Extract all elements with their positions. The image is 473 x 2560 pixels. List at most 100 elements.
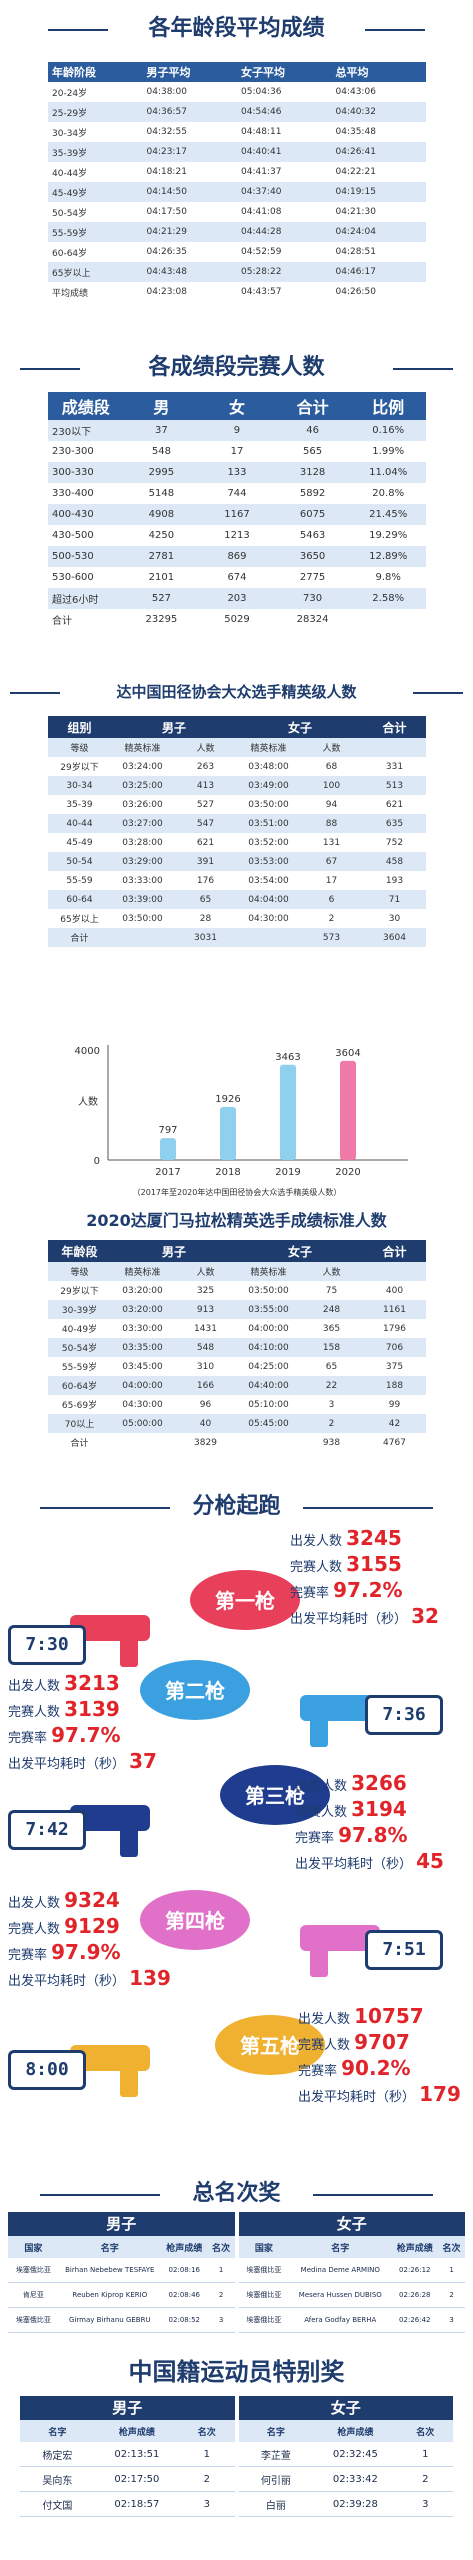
stat-label: 出发平均耗时（秒） xyxy=(295,1857,417,1872)
table-cell: 付文国 xyxy=(20,2491,95,2517)
age-average-table: 年龄阶段 男子平均 女子平均 总平均 20-24岁 04:38:00 05:04:36 04:… xyxy=(48,62,426,302)
table-row: 肯尼亚 Reuben Kiprop KERIO 02:08:46 2 xyxy=(8,2282,235,2308)
table-cell: 3128 xyxy=(274,462,351,483)
table-cell: 263 xyxy=(196,761,215,772)
table-row: 25-29岁 04:36:57 04:54:46 04:40:32 xyxy=(48,102,426,122)
table-cell: 2 xyxy=(397,2466,453,2492)
stat-value: 90.2% xyxy=(341,2056,411,2080)
table-cell: 4767 xyxy=(383,1437,406,1448)
table-cell: 22 xyxy=(300,1376,363,1395)
data-label: 3604 xyxy=(335,1048,360,1059)
table-cell: 2781 xyxy=(123,546,200,567)
table-cell: 02:08:16 xyxy=(160,2258,208,2283)
table-row: 65-69岁 04:30:00 96 05:10:00 3 99 xyxy=(48,1395,426,1414)
table-cell: 400-430 xyxy=(48,504,124,525)
stat-line: 出发平均耗时（秒） 139 xyxy=(8,1965,178,1991)
table-cell: 527 xyxy=(123,588,200,609)
table-row: 300-330 2995 133 3128 11.04% xyxy=(48,462,426,483)
table-row: 60-64岁 04:26:35 04:52:59 04:28:51 xyxy=(48,242,426,262)
gun-stats: 出发人数 3266 完赛人数 3194 完赛率 97.8% 出发平均耗时（秒） 45 xyxy=(295,1770,465,1874)
stat-value: 97.9% xyxy=(51,1940,121,1964)
table-row: 合计 3829 938 4767 xyxy=(48,1433,426,1452)
sub-header: 等级 xyxy=(48,738,111,757)
table-row: 65岁以上 04:43:48 05:28:22 04:46:17 xyxy=(48,262,426,282)
table-cell: 3829 xyxy=(194,1437,217,1448)
table-cell: 3 xyxy=(179,2491,235,2517)
table-row: 530-600 2101 674 2775 9.8% xyxy=(48,567,426,588)
smoke-cloud xyxy=(215,2015,325,2075)
table-cell: 23295 xyxy=(145,614,178,625)
table-cell: 55-59岁 xyxy=(48,222,143,242)
table-cell: 04:21:30 xyxy=(335,207,376,217)
table-cell: 02:26:42 xyxy=(391,2307,439,2333)
stat-value: 9129 xyxy=(64,1914,120,1938)
table-cell: 合计 xyxy=(48,928,111,947)
table-row: 55-59 03:33:00 176 03:54:00 17 193 xyxy=(48,871,426,890)
table-cell: 04:52:59 xyxy=(241,247,282,257)
table-row: 40-49岁 03:30:00 1431 04:00:00 365 1796 xyxy=(48,1319,426,1338)
column-header: 枪声成绩 xyxy=(160,2236,208,2258)
gun-grip-icon xyxy=(120,1637,138,1667)
table-row: 埃塞俄比亚 Medina Deme ARMINO 02:26:12 1 xyxy=(238,2258,465,2283)
table-cell: 04:36:57 xyxy=(142,102,237,122)
table-row: 70以上 05:00:00 40 05:45:00 2 42 xyxy=(48,1414,426,1433)
table-cell: 29岁以下 xyxy=(60,1287,99,1297)
table-cell: 1213 xyxy=(224,530,250,541)
column-header: 枪声成绩 xyxy=(391,2236,439,2258)
table-cell: 60-64岁 xyxy=(52,248,88,259)
table-cell: 埃塞俄比亚 xyxy=(238,2307,290,2333)
column-header: 女子平均 xyxy=(237,62,332,82)
table-cell: 埃塞俄比亚 xyxy=(8,2307,59,2333)
table-cell: 03:25:00 xyxy=(111,776,174,795)
table-cell: 1167 xyxy=(199,504,275,525)
table-cell: Reuben Kiprop KERIO xyxy=(58,2282,161,2308)
table-row: 吴向东 02:17:50 2 xyxy=(20,2466,235,2492)
data-label: 797 xyxy=(158,1125,177,1136)
overall-award-tables: 男子 国家 名字 枪声成绩 名次 埃塞俄比亚 Birhan Nebebew TESFAYE 0… xyxy=(8,2212,465,2342)
table-cell: 03:20:00 xyxy=(122,1285,163,1296)
table-cell: 50-54岁 xyxy=(52,208,88,219)
table-cell: 40 xyxy=(174,1414,237,1433)
gun-time-badge: 7:36 xyxy=(365,1695,443,1735)
stat-label: 完赛人数 xyxy=(290,1560,347,1575)
gun-grip-icon xyxy=(120,1827,138,1857)
table-cell: 70以上 xyxy=(48,1414,111,1433)
stat-line: 完赛率 97.8% xyxy=(295,1822,465,1848)
table-cell: 65 xyxy=(325,1361,338,1372)
table-cell: 04:43:48 xyxy=(142,262,237,282)
table-cell: Girmay Birhanu GEBRU xyxy=(58,2307,161,2333)
table-cell: Medina Deme ARMINO xyxy=(289,2258,392,2283)
table-row: 230-300 548 17 565 1.99% xyxy=(48,441,426,462)
table-cell: 60-64岁 xyxy=(48,1376,111,1395)
table-cell: 3 xyxy=(328,1399,335,1410)
table-cell: 548 xyxy=(174,1338,237,1357)
table-cell: 325 xyxy=(196,1285,215,1296)
table-cell: 04:25:00 xyxy=(248,1361,289,1372)
stat-line: 出发平均耗时（秒） 37 xyxy=(8,1748,178,1774)
table-cell: 4250 xyxy=(148,530,175,541)
sub-header xyxy=(363,738,426,757)
gun-time-badge: 7:30 xyxy=(8,1625,86,1665)
stat-value: 139 xyxy=(129,1966,171,1990)
stat-value: 9707 xyxy=(354,2030,410,2054)
table-cell: 45-49 xyxy=(66,837,93,848)
column-header: 女 xyxy=(199,392,275,420)
table-cell: 03:49:00 xyxy=(237,776,300,795)
y-tick-label: 0 xyxy=(94,1156,100,1167)
stat-line: 完赛率 97.7% xyxy=(8,1722,178,1748)
bar xyxy=(340,1060,356,1160)
table-row: 40-44岁 04:18:21 04:41:37 04:22:21 xyxy=(48,162,426,182)
table-cell: 02:18:57 xyxy=(94,2491,180,2517)
table-cell: 02:08:46 xyxy=(160,2282,208,2308)
china-award-tables: 男子 名字 枪声成绩 名次 杨定宏 02:13:51 1 吴向东 02:17:50 2 付文国 02:… xyxy=(20,2396,453,2556)
table-cell: 合计 xyxy=(52,616,72,627)
table-cell: 03:54:00 xyxy=(248,875,289,886)
table-cell: 330-400 xyxy=(52,488,94,499)
sub-header: 精英标准 xyxy=(111,1262,174,1281)
table-cell: 03:29:00 xyxy=(111,852,174,871)
column-header: 名字 xyxy=(289,2236,392,2258)
stat-line: 出发人数 10757 xyxy=(298,2003,468,2029)
group-header: 年龄段 xyxy=(48,1240,111,1262)
sub-header xyxy=(363,1262,426,1281)
table-cell: 71 xyxy=(363,890,426,909)
